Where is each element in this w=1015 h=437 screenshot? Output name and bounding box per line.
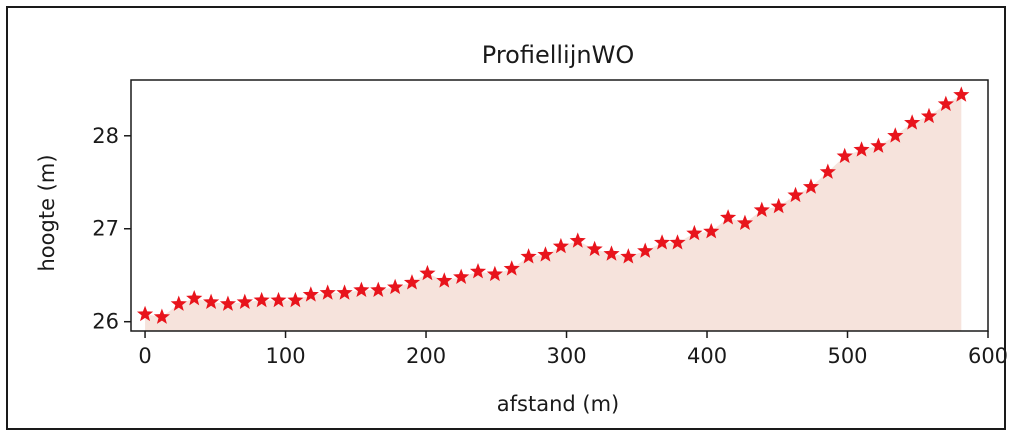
data-point-star-18 [436,272,453,288]
data-point-star-40 [802,178,820,194]
data-point-star-19 [453,268,470,284]
y-tick-label-1: 27 [92,217,119,241]
data-point-star-15 [387,278,404,295]
data-point-star-20 [469,263,487,279]
data-point-star-16 [403,274,421,290]
data-point-star-43 [853,141,870,157]
data-point-star-31 [653,234,671,250]
data-point-star-36 [736,214,754,231]
data-point-star-5 [219,295,237,311]
x-tick-label-0: 0 [138,344,151,368]
data-point-star-26 [569,232,586,248]
x-tick-label-1: 100 [265,344,305,368]
data-point-star-17 [419,264,436,281]
data-point-star-49 [953,86,970,102]
elevation-area-fill [145,94,962,332]
data-point-star-27 [586,240,603,257]
data-point-star-3 [186,289,203,306]
x-tick-label-5: 500 [827,344,867,368]
data-point-star-37 [753,201,770,218]
data-point-star-44 [870,137,887,153]
data-point-star-47 [920,107,938,124]
data-point-star-22 [503,260,520,276]
data-point-star-30 [637,242,654,258]
data-point-star-35 [720,209,737,225]
x-axis-label: afstand (m) [497,392,619,416]
data-point-star-7 [253,291,270,308]
data-point-star-10 [302,286,319,302]
data-point-star-48 [937,95,954,112]
chart-title: ProfiellijnWO [482,41,634,69]
data-point-star-32 [669,234,686,250]
data-point-star-41 [819,163,836,179]
data-point-star-6 [236,293,253,310]
data-point-star-29 [620,248,637,264]
data-point-star-38 [770,197,787,214]
data-point-star-12 [336,284,353,300]
data-point-star-21 [486,265,503,282]
x-tick-label-4: 400 [687,344,727,368]
data-point-star-14 [370,281,387,297]
data-point-star-13 [353,281,370,297]
data-point-star-0 [136,305,154,322]
data-point-star-2 [170,295,187,311]
figure-frame: ProfiellijnWO 0 100 200 300 400 500 600 26 27 28 … [6,6,1008,430]
data-point-star-25 [552,237,569,254]
x-tick-label-2: 200 [406,344,446,368]
data-point-star-45 [887,127,904,143]
data-point-star-34 [703,223,720,239]
plot-frame [130,79,989,332]
data-point-star-39 [787,186,804,203]
data-point-star-28 [603,245,620,261]
x-tick-label-3: 300 [546,344,586,368]
data-point-star-33 [686,224,703,241]
elevation-profile-chart: ProfiellijnWO 0 100 200 300 400 500 600262728 … [35,41,1008,416]
y-tick-label-2: 28 [92,124,119,148]
data-point-star-1 [153,308,170,324]
y-axis-label: hoogte (m) [35,154,59,271]
data-point-star-42 [836,147,853,164]
data-point-star-24 [537,246,554,262]
data-point-star-11 [319,284,336,300]
data-point-star-8 [270,291,287,308]
y-tick-label-0: 26 [92,310,119,334]
data-point-star-9 [287,291,304,308]
x-tick-label-6: 600 [968,344,1008,368]
data-point-star-4 [203,293,220,310]
data-point-star-46 [904,114,921,130]
data-point-star-23 [520,248,537,264]
